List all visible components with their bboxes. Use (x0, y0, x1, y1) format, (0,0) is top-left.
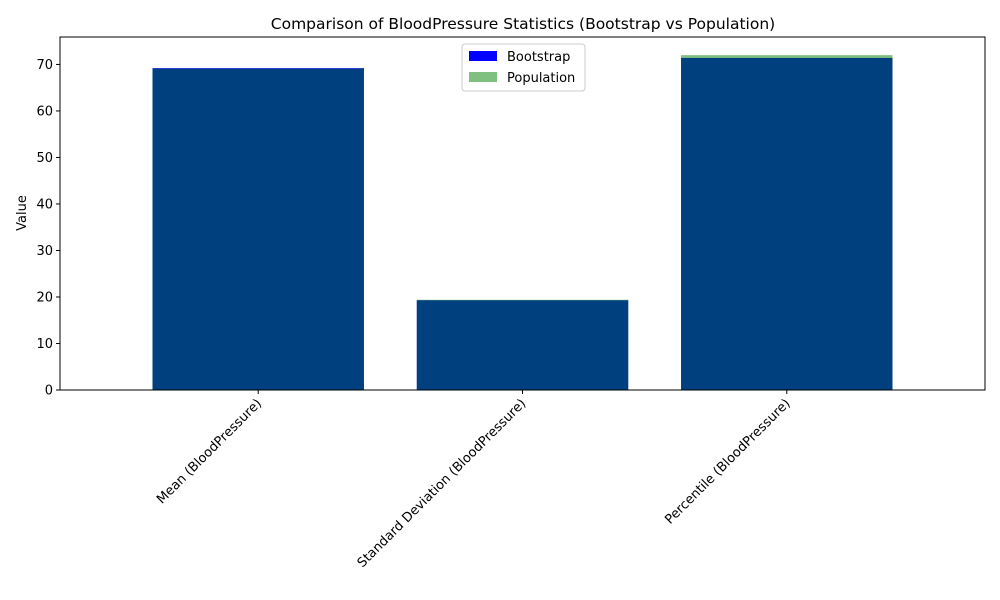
y-axis-label: Value (15, 195, 30, 231)
y-tick-label: 20 (36, 290, 53, 305)
legend-swatch-population (469, 72, 497, 82)
legend: Bootstrap Population (461, 43, 586, 92)
y-tick-label: 40 (36, 197, 53, 212)
plot-area: 0 10 20 30 40 50 60 70 Mean (BloodPressure) Stand… (36, 36, 986, 571)
bar-population-0 (152, 68, 364, 390)
y-tick-label: 70 (36, 58, 53, 73)
x-tick-label: Standard Deviation (BloodPressure) (355, 396, 530, 571)
chart-title: Comparison of BloodPressure Statistics (… (271, 15, 775, 33)
y-tick-label: 50 (36, 151, 53, 166)
legend-swatch-bootstrap (469, 51, 497, 61)
legend-label-population: Population (507, 71, 575, 86)
y-tick-label: 10 (36, 337, 53, 352)
legend-label-bootstrap: Bootstrap (507, 50, 570, 65)
y-tick-label: 30 (36, 244, 53, 259)
bar-population-1 (416, 299, 629, 390)
y-tick-label: 0 (45, 384, 53, 399)
x-tick-label: Percentile (BloodPressure) (662, 396, 793, 527)
x-tick-label: Mean (BloodPressure) (154, 396, 265, 507)
bar-population-2 (681, 55, 893, 390)
y-tick-label: 60 (36, 104, 53, 119)
